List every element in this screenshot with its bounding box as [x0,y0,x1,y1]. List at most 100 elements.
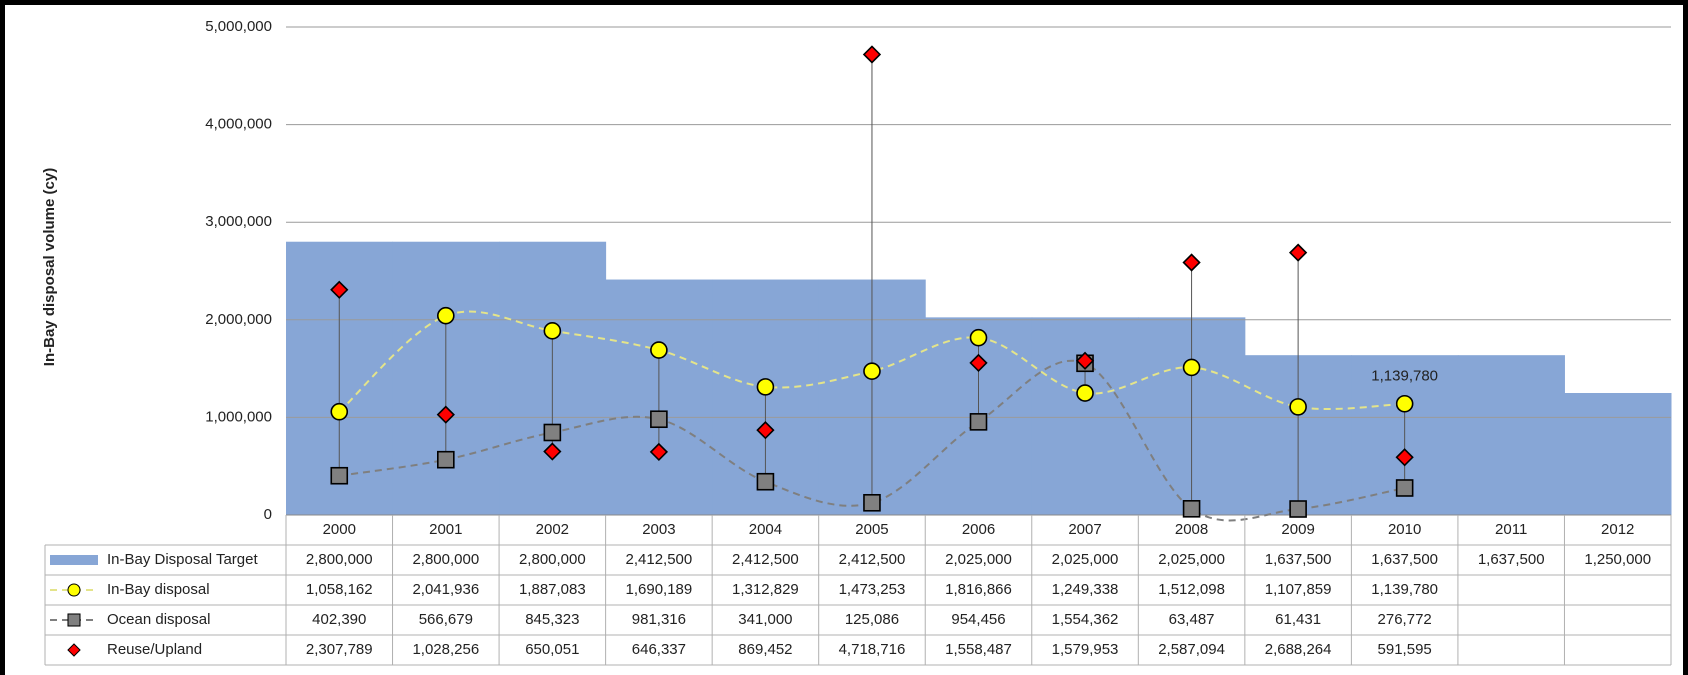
marker-square [1395,479,1414,497]
marker-circle [756,378,775,396]
table-cell: 2,688,264 [1265,641,1332,658]
legend-label: Reuse/Upland [107,641,202,658]
marker-square [969,413,988,431]
legend-entry: In-Bay Disposal Target [50,551,258,568]
target-area [1031,317,1139,515]
x-tick-label: 2008 [1175,521,1208,538]
marker-diamond [756,421,775,440]
table-cell: 1,249,338 [1052,581,1119,598]
table-cell: 1,887,083 [519,581,586,598]
table-cell: 1,107,859 [1265,581,1332,598]
table-cell: 650,051 [525,641,579,658]
x-tick-label: 2007 [1068,521,1101,538]
marker-diamond [543,442,562,461]
y-tick-label: 1,000,000 [205,408,272,425]
y-tick-label: 5,000,000 [205,18,272,35]
table-cell: 61,431 [1275,611,1321,628]
target-area [1564,393,1672,515]
table-cell: 1,058,162 [306,581,373,598]
y-tick-label: 0 [264,506,272,523]
marker-circle [67,583,81,597]
marker-square [756,472,775,491]
table-cell: 2,412,500 [732,551,799,568]
marker-diamond [1288,243,1308,262]
table-cell: 2,800,000 [519,551,586,568]
table-cell: 646,337 [632,641,686,658]
legend-swatch [50,555,98,565]
x-tick-label: 2003 [642,521,675,538]
table-cell: 276,772 [1378,611,1432,628]
table-cell: 2,412,500 [839,551,906,568]
table-cell: 1,139,780 [1371,581,1438,598]
table-cell: 869,452 [738,641,792,658]
x-tick-label: 2001 [429,521,462,538]
y-tick-label: 3,000,000 [205,213,272,230]
table-cell: 2,800,000 [412,551,479,568]
table-cell: 1,637,500 [1265,551,1332,568]
x-tick-label: 2009 [1281,521,1314,538]
table-cell: 981,316 [632,611,686,628]
table-cell: 341,000 [738,611,792,628]
marker-circle [1182,358,1201,377]
y-tick-label: 2,000,000 [205,311,272,328]
marker-circle [650,341,668,359]
x-tick-label: 2010 [1388,521,1421,538]
table-cell: 2,412,500 [626,551,693,568]
table-cell: 1,816,866 [945,581,1012,598]
marker-square [543,423,562,442]
table-cell: 591,595 [1378,641,1432,658]
marker-circle [969,328,988,347]
marker-circle [863,362,881,381]
legend-label: Ocean disposal [107,611,210,628]
marker-diamond [969,353,988,373]
marker-diamond [67,643,81,657]
table-cell: 1,473,253 [839,581,906,598]
marker-circle [543,322,562,340]
table-cell: 1,558,487 [945,641,1012,658]
marker-circle [1289,398,1307,416]
table-cell: 2,800,000 [306,551,373,568]
table-cell: 2,025,000 [1158,551,1225,568]
table-cell: 2,307,789 [306,641,373,658]
table-cell: 1,512,098 [1158,581,1225,598]
table-cell: 2,041,936 [412,581,479,598]
marker-diamond [1075,351,1095,370]
marker-square [1289,500,1307,518]
target-area [1457,355,1565,515]
table-cell: 566,679 [419,611,473,628]
table-cell: 2,587,094 [1158,641,1225,658]
table-cell: 125,086 [845,611,899,628]
table-cell: 1,312,829 [732,581,799,598]
y-axis-title: In-Bay disposal volume (cy) [41,168,58,366]
table-cell: 63,487 [1169,611,1215,628]
table-cell: 1,637,500 [1371,551,1438,568]
marker-square [650,410,668,429]
x-tick-label: 2012 [1601,521,1634,538]
table-cell: 1,690,189 [626,581,693,598]
table-cell: 4,718,716 [839,641,906,658]
table-cell: 1,637,500 [1478,551,1545,568]
x-tick-label: 2000 [323,521,356,538]
x-tick-label: 2011 [1495,521,1527,538]
marker-diamond [436,405,455,424]
chart: In-Bay disposal volume (cy) 0 1,000,000 2,… [41,18,1672,666]
legend-label: In-Bay disposal [107,581,210,598]
marker-square [437,450,455,469]
series-line [339,359,1405,522]
legend-label: In-Bay Disposal Target [107,551,258,568]
legend-entry: Ocean disposal [50,611,210,628]
marker-circle [437,306,455,325]
x-tick-label: 2004 [749,521,782,538]
table-cell: 1,579,953 [1052,641,1119,658]
data-label: 1,139,780 [1371,368,1438,385]
marker-square [67,613,81,627]
legend-entry: In-Bay disposal [50,581,210,598]
table-cell: 2,025,000 [945,551,1012,568]
marker-diamond [330,280,349,299]
marker-circle [1395,394,1414,413]
marker-diamond [1395,448,1414,467]
legend-entry: Reuse/Upland [67,641,202,658]
table-cell: 1,554,362 [1052,611,1119,628]
marker-square [330,466,349,485]
